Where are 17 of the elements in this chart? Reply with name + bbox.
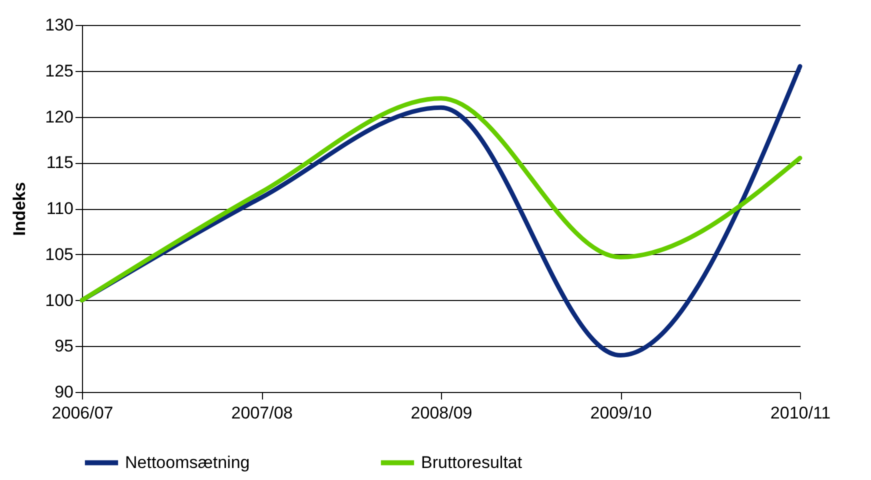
y-tick-label: 120 [45,107,74,126]
y-tick-label: 95 [54,336,74,356]
x-tick-label: 2007/08 [231,404,293,422]
y-tick-label: 110 [46,199,74,218]
y-tick-label: 90 [54,382,74,402]
y-tick-label: 130 [45,16,74,34]
legend-label: Nettoomsætning [125,452,250,472]
x-tick-label: 2010/11 [770,404,831,422]
y-tick-label: 100 [45,290,74,310]
y-axis-title: Indeks [10,182,30,236]
x-tick-label: 2008/09 [410,404,472,422]
legend-label: Bruttoresultat [421,452,522,472]
y-tick-label: 105 [45,244,74,264]
y-tick-label: 125 [45,61,74,80]
x-tick-label: 2006/07 [52,404,114,422]
y-tick-label: 115 [46,153,74,172]
x-tick-label: 2009/10 [590,404,652,422]
